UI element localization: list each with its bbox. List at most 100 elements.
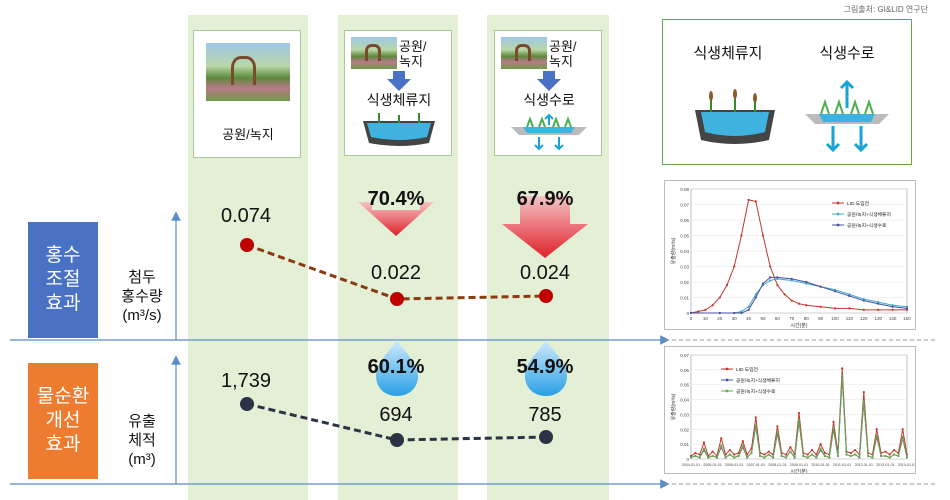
data-point	[724, 456, 727, 459]
water-drop-icon	[525, 340, 567, 396]
data-point	[763, 453, 766, 456]
data-point	[823, 451, 827, 455]
series-line	[690, 199, 907, 314]
y-tick-label: 0.02	[680, 280, 689, 285]
data-point	[697, 310, 700, 313]
card-park-label: 공원/녹지	[222, 127, 274, 142]
legend-label: 공원/녹지+식생수로	[736, 388, 776, 395]
bioretention-basin-icon	[695, 89, 775, 144]
data-point	[848, 293, 851, 296]
x-tick-label: 0	[690, 316, 693, 321]
x-tick-label: 2010-01-01	[811, 463, 829, 467]
data-point	[848, 307, 851, 310]
data-point	[891, 304, 894, 307]
legend-label: LID 도입전	[736, 366, 758, 373]
data-point	[763, 456, 766, 459]
data-point	[862, 308, 865, 311]
data-point	[891, 305, 894, 308]
water-cycle-label: 물순환 개선 효과	[28, 363, 98, 479]
data-point	[905, 308, 909, 311]
flood-control-label: 홍수 조절 효과	[28, 222, 98, 338]
swale-icon	[511, 113, 587, 151]
data-point	[805, 304, 808, 307]
y-tick-label: 0.01	[680, 442, 689, 447]
x-tick-label: 30	[732, 316, 738, 321]
data-point-water-bioretention	[390, 433, 404, 447]
data-point	[806, 456, 809, 459]
y-tick-label: 0.05	[680, 383, 689, 388]
data-point-flood-park	[240, 238, 254, 252]
data-point	[767, 453, 770, 456]
data-point	[849, 451, 852, 455]
x-tick-label: 100	[831, 316, 839, 321]
data-point	[879, 454, 883, 458]
down-arrow-icon	[537, 71, 561, 91]
data-point	[823, 454, 827, 458]
y-tick-label: 0	[686, 457, 689, 462]
data-point	[733, 456, 736, 459]
runoff-timeseries-chart: 0 0.01 0.02 0.03 0.04 0.05 0.06 0.07 2004-01-01 2…	[664, 346, 916, 475]
data-point	[754, 293, 757, 296]
data-point	[905, 456, 909, 459]
bioretention-basin-icon	[363, 113, 435, 146]
data-point	[784, 456, 788, 459]
x-tick-label: 2008-01-01	[768, 463, 786, 467]
x-tick-label: 50	[760, 316, 766, 321]
data-point	[888, 456, 891, 459]
data-point	[845, 453, 848, 456]
legend-label: 공원/녹지+식생수로	[847, 222, 887, 229]
data-point	[867, 454, 870, 458]
x-tick-label: 110	[846, 316, 854, 321]
data-point	[905, 307, 909, 310]
data-point	[901, 435, 904, 438]
data-point	[805, 282, 808, 285]
data-point	[832, 420, 835, 423]
data-point	[746, 456, 749, 459]
data-point	[761, 282, 765, 285]
data-point-flood-swale	[539, 289, 553, 303]
data-point	[728, 453, 731, 456]
x-tick-label: 150	[903, 316, 911, 321]
data-point	[747, 305, 750, 308]
flood-reduction-bioretention: 70.4%	[367, 188, 425, 210]
source-caption: 그림출처: GI&LID 연구단	[843, 5, 928, 14]
data-point	[797, 411, 801, 415]
data-point	[740, 234, 743, 237]
data-point-flood-bioretention	[390, 292, 404, 306]
data-point	[793, 456, 796, 459]
x-tick-label: 2011-01-01	[833, 463, 851, 467]
data-point	[797, 419, 801, 422]
y-tick-label: 0.02	[680, 427, 689, 432]
reduction-arrow-icon	[358, 202, 434, 236]
card-swale-label: 식생수로	[523, 92, 575, 108]
flood-value-bioretention: 0.022	[370, 262, 422, 284]
x-tick-label: 2013-01-01	[876, 463, 894, 467]
data-point	[728, 448, 731, 452]
legend-marker	[836, 212, 840, 216]
data-point	[776, 277, 779, 280]
data-point	[750, 451, 753, 455]
data-point	[854, 448, 857, 452]
data-point	[776, 284, 779, 287]
data-point	[740, 311, 743, 315]
legend-box: 식생체류지 식생수로	[662, 19, 912, 165]
x-tick-label: 2004-01-01	[682, 463, 700, 467]
data-point	[698, 456, 701, 459]
data-point	[833, 288, 837, 291]
legend-marker	[836, 201, 840, 205]
data-point	[858, 456, 861, 459]
legend-label: LID 도입전	[847, 200, 869, 207]
data-point	[815, 453, 818, 456]
data-point	[737, 454, 740, 458]
data-point	[711, 304, 714, 307]
data-point	[783, 293, 786, 296]
water-drop-icon	[376, 340, 418, 396]
data-point	[694, 454, 697, 458]
data-point	[810, 448, 814, 452]
data-point	[767, 450, 770, 453]
data-point	[790, 277, 793, 280]
data-point	[747, 308, 750, 311]
down-arrow-icon	[387, 71, 411, 91]
data-point	[841, 374, 844, 377]
